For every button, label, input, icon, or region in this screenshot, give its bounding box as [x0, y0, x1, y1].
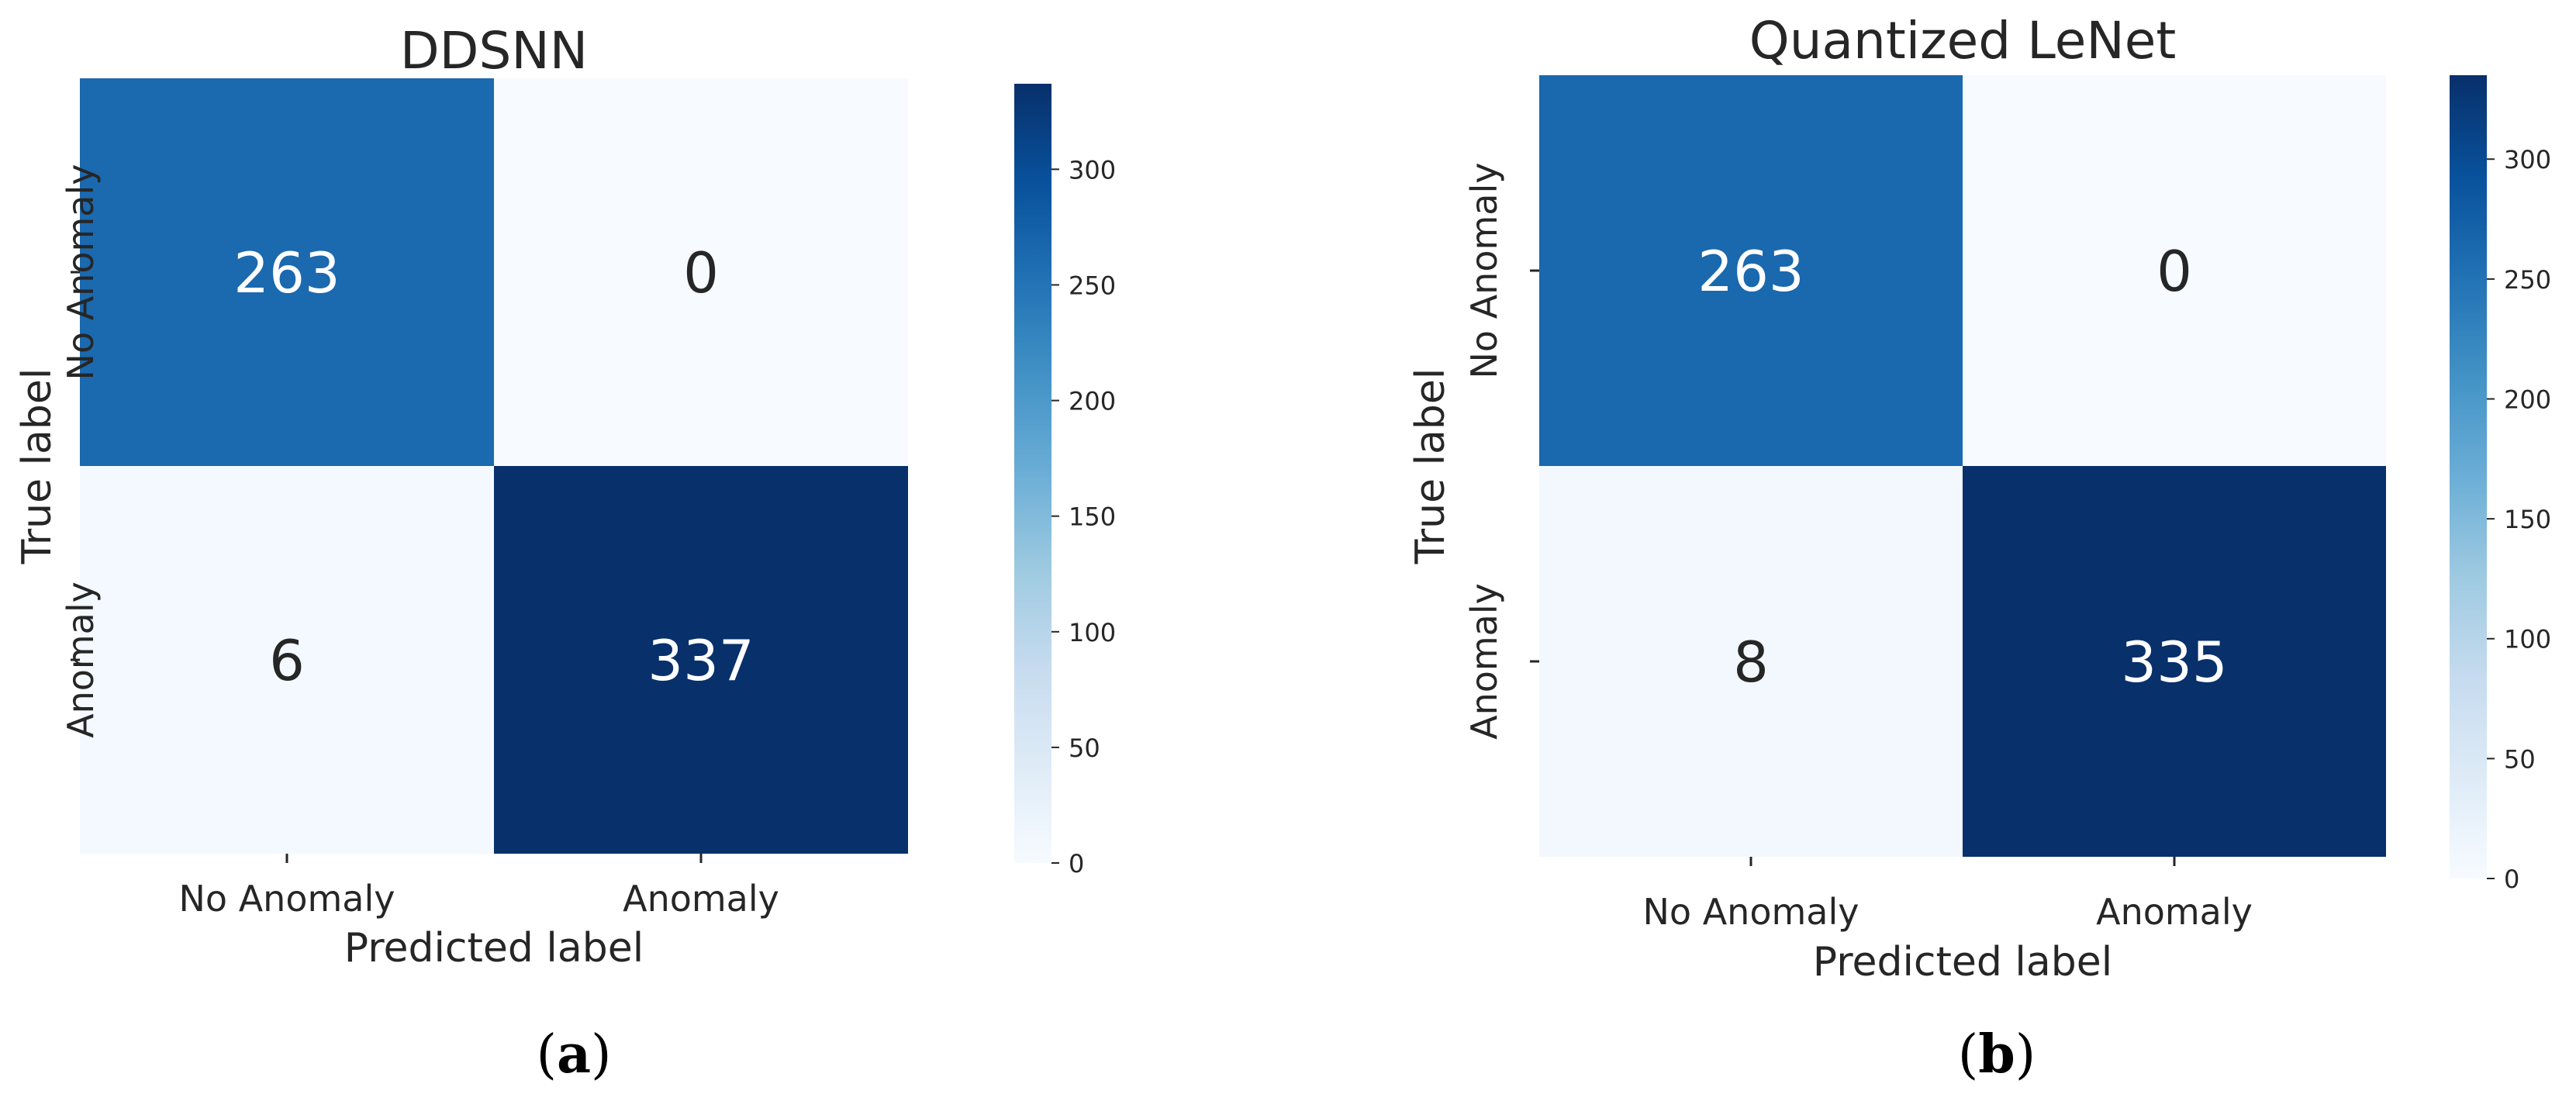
y-axis-label: True label: [1407, 368, 1454, 565]
chart-title: Quantized LeNet: [1749, 11, 2176, 71]
colorbar-tick-label: 250: [2504, 265, 2551, 295]
heatmap-cell: [1539, 466, 1963, 857]
x-axis-label: Predicted label: [344, 925, 644, 972]
y-tick-label: No Anomaly: [60, 164, 102, 381]
cell-value-label: 0: [2156, 239, 2192, 304]
colorbar-tick-label: 250: [1069, 271, 1116, 300]
heatmap-cell: [1539, 75, 1963, 466]
heatmap-cell: [494, 78, 908, 466]
colorbar-tick-label: 200: [1069, 387, 1116, 416]
colorbar-tick-label: 100: [1069, 618, 1116, 647]
chart-title: DDSNN: [400, 21, 588, 81]
cell-value-label: 0: [683, 240, 719, 305]
colorbar: [1014, 84, 1051, 863]
colorbar-tick-label: 150: [1069, 502, 1116, 532]
colorbar-tick-label: 150: [2504, 505, 2551, 534]
x-tick-label: Anomaly: [2096, 891, 2253, 933]
panel-b: 263 0 8 335 Quantized LeNet No Anomaly Anomaly…: [1407, 11, 2551, 985]
colorbar: [2450, 75, 2487, 878]
y-axis-label: True label: [14, 368, 60, 565]
panel-caption-a: (a): [536, 1023, 612, 1086]
colorbar-tick-label: 200: [2504, 385, 2551, 414]
heatmap-cell: [1963, 75, 2386, 466]
cell-value-label: 8: [1733, 630, 1769, 695]
y-tick-label: No Anomaly: [1463, 163, 1505, 379]
heatmap-cell: [494, 466, 908, 854]
heatmap-cell: [80, 466, 494, 854]
y-tick-label: Anomaly: [60, 582, 102, 738]
cell-value-label: 263: [1697, 239, 1804, 304]
x-tick-label: No Anomaly: [179, 878, 395, 920]
x-tick-label: No Anomaly: [1643, 891, 1859, 933]
panel-a: 263 0 6 337 DDSNN No Anomaly Anomaly Predicted …: [14, 21, 1116, 972]
y-tick-label: Anomaly: [1463, 583, 1505, 740]
colorbar-tick-label: 50: [1069, 733, 1100, 763]
cell-value-label: 6: [269, 628, 305, 693]
colorbar-tick-label: 100: [2504, 625, 2551, 654]
heatmap-cell: [80, 78, 494, 466]
heatmap-cell: [1963, 466, 2386, 857]
colorbar-tick-label: 0: [1069, 849, 1084, 878]
colorbar-tick-label: 300: [2504, 145, 2551, 174]
cell-value-label: 335: [2121, 630, 2227, 695]
x-tick-label: Anomaly: [623, 878, 779, 920]
x-axis-label: Predicted label: [1813, 939, 2112, 985]
cell-value-label: 337: [647, 628, 754, 693]
colorbar-tick-label: 50: [2504, 744, 2536, 774]
colorbar-tick-label: 300: [1069, 155, 1116, 185]
panel-caption-b: (b): [1957, 1023, 2036, 1086]
cell-value-label: 263: [233, 240, 340, 305]
colorbar-tick-label: 0: [2504, 865, 2519, 894]
